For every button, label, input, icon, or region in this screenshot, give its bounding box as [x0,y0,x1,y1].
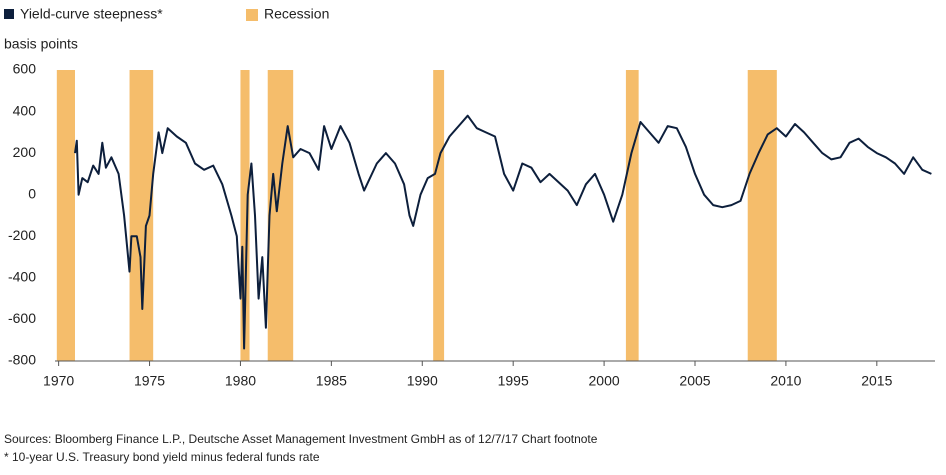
recession-band [433,70,445,361]
x-tick-label: 2010 [770,373,801,389]
y-tick-label: -800 [8,352,36,368]
legend-swatch [246,9,258,21]
y-tick-label: 400 [13,102,37,118]
y-tick-label: -600 [8,310,36,326]
footnote: * 10-year U.S. Treasury bond yield minus… [4,450,320,464]
x-tick-label: 2000 [589,373,620,389]
recession-band [747,70,777,361]
y-tick-label: -200 [8,227,36,243]
recession-band [56,70,75,361]
recession-band [267,70,294,361]
x-tick-label: 1985 [316,373,347,389]
recession-band [625,70,639,361]
x-tick-label: 1990 [407,373,438,389]
series-line [74,114,932,350]
x-tick-label: 1975 [134,373,165,389]
x-tick-label: 1995 [498,373,529,389]
x-tick-label: 2005 [679,373,710,389]
y-axis-label: basis points [4,36,78,52]
x-tick-label: 2015 [861,373,892,389]
legend-swatch [4,9,14,19]
x-tick-label: 1980 [225,373,256,389]
legend-label: Recession [264,6,329,22]
y-tick-label: 600 [13,61,37,77]
legend-label: Yield-curve steepness* [20,6,163,22]
source: Sources: Bloomberg Finance L.P., Deutsch… [4,432,598,446]
y-tick-label: 0 [28,185,36,201]
y-tick-label: -400 [8,269,36,285]
recession-band [129,70,154,361]
y-tick-label: 200 [13,144,37,160]
x-tick-label: 1970 [43,373,74,389]
recession-band [240,70,250,361]
